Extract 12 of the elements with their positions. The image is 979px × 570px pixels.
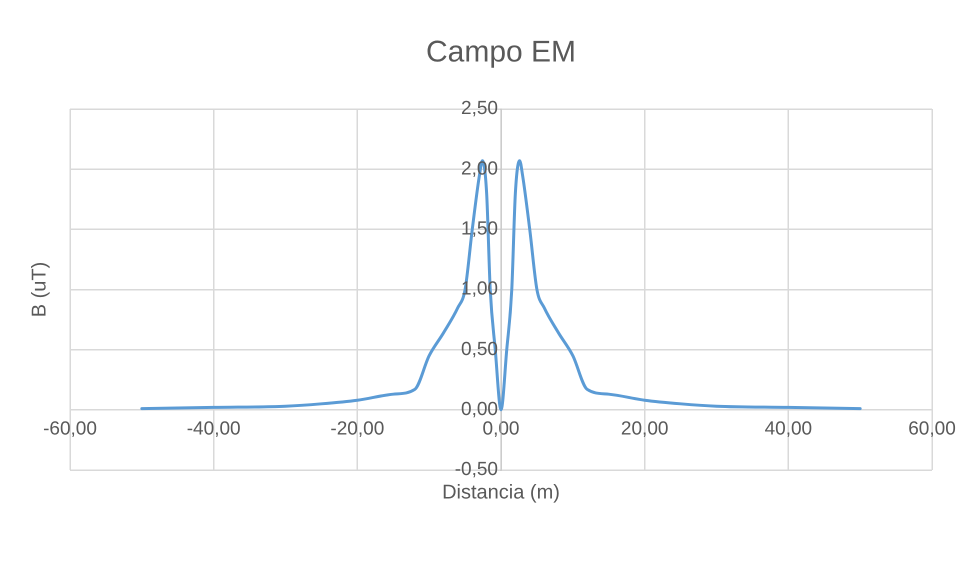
y-tick-label: 0,00 <box>461 399 498 420</box>
x-tick-label: -60,00 <box>43 418 97 440</box>
x-tick-label: -20,00 <box>330 418 384 440</box>
chart-title: Campo EM <box>426 35 576 68</box>
x-axis-title: Distancia (m) <box>442 482 560 504</box>
y-tick-label: -0,50 <box>454 459 498 480</box>
y-axis-title: B (uT) <box>28 262 51 318</box>
x-tick-label: 60,00 <box>908 418 956 440</box>
x-tick-label: 20,00 <box>620 418 668 440</box>
x-tick-label: -40,00 <box>186 418 241 440</box>
x-tick-label: 40,00 <box>764 418 812 440</box>
y-tick-label: 2,50 <box>461 98 498 120</box>
